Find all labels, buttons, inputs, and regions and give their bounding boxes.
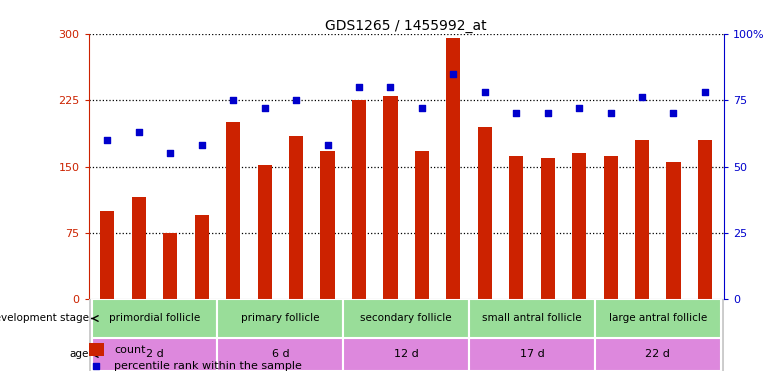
Text: 12 d: 12 d [393,350,419,360]
Bar [572,153,586,299]
Point [636,94,648,100]
Point [353,84,365,90]
Point [102,137,114,143]
Text: 17 d: 17 d [520,350,544,360]
Text: age: age [70,350,89,360]
Bar [383,96,397,299]
Bar [595,338,721,371]
Text: count: count [114,345,146,355]
Text: percentile rank within the sample: percentile rank within the sample [114,361,302,370]
Bar [343,338,469,371]
Bar [595,299,721,338]
Bar [469,338,595,371]
Bar [320,151,335,299]
Bar [100,211,115,299]
Point [321,142,333,148]
Bar [477,127,492,299]
Point [541,110,554,116]
Bar [226,122,240,299]
Text: small antral follicle: small antral follicle [482,314,582,324]
Text: primary follicle: primary follicle [241,314,320,324]
Point [479,89,491,95]
Bar [163,233,177,299]
Point [227,97,239,103]
Bar [447,38,460,299]
Title: GDS1265 / 1455992_at: GDS1265 / 1455992_at [326,19,487,33]
Text: development stage: development stage [0,314,89,324]
Point [259,105,271,111]
Point [164,150,176,156]
Bar [195,215,209,299]
Bar [343,299,469,338]
Point [573,105,585,111]
Bar [666,162,681,299]
Text: primordial follicle: primordial follicle [109,314,200,324]
Point [698,89,711,95]
Bar [258,165,272,299]
Bar [92,338,217,371]
Point [447,70,460,76]
Point [132,129,145,135]
Point [416,105,428,111]
Bar [217,299,343,338]
Point [668,110,680,116]
Point [604,110,617,116]
Text: 2 d: 2 d [146,350,163,360]
Point [384,84,397,90]
Bar [92,299,217,338]
Point [90,363,102,369]
Bar [698,140,712,299]
Bar [289,135,303,299]
Bar [469,299,595,338]
Point [510,110,522,116]
Text: large antral follicle: large antral follicle [608,314,707,324]
Bar [89,343,105,356]
Bar [541,158,554,299]
Bar [635,140,649,299]
Text: 6 d: 6 d [272,350,290,360]
Point [196,142,208,148]
Text: secondary follicle: secondary follicle [360,314,452,324]
Bar [604,156,618,299]
Point [290,97,303,103]
Bar [509,156,524,299]
Bar [415,151,429,299]
Text: 22 d: 22 d [645,350,670,360]
Bar [352,100,366,299]
Bar [132,198,146,299]
Bar [217,338,343,371]
